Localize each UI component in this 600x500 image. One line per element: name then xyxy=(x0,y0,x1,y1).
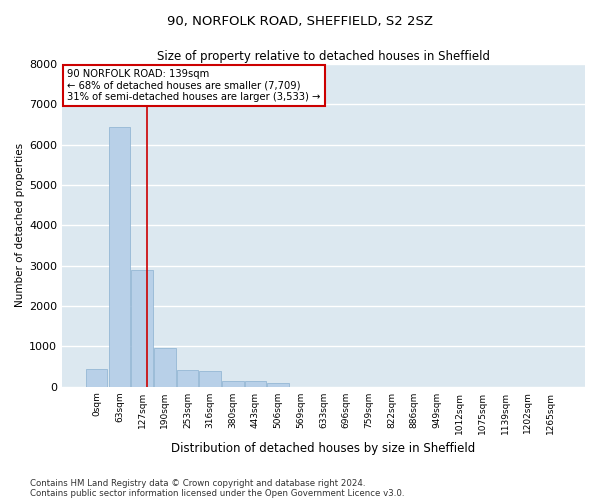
Text: Contains public sector information licensed under the Open Government Licence v3: Contains public sector information licen… xyxy=(30,488,404,498)
Bar xyxy=(199,371,221,386)
Bar xyxy=(176,370,198,386)
Title: Size of property relative to detached houses in Sheffield: Size of property relative to detached ho… xyxy=(157,50,490,63)
Text: Contains HM Land Registry data © Crown copyright and database right 2024.: Contains HM Land Registry data © Crown c… xyxy=(30,478,365,488)
Bar xyxy=(222,380,244,386)
Bar xyxy=(131,270,153,386)
Bar xyxy=(109,126,130,386)
Bar xyxy=(154,348,176,387)
Bar xyxy=(268,384,289,386)
Bar xyxy=(86,370,107,386)
Text: 90 NORFOLK ROAD: 139sqm
← 68% of detached houses are smaller (7,709)
31% of semi: 90 NORFOLK ROAD: 139sqm ← 68% of detache… xyxy=(67,69,321,102)
X-axis label: Distribution of detached houses by size in Sheffield: Distribution of detached houses by size … xyxy=(172,442,476,455)
Text: 90, NORFOLK ROAD, SHEFFIELD, S2 2SZ: 90, NORFOLK ROAD, SHEFFIELD, S2 2SZ xyxy=(167,15,433,28)
Y-axis label: Number of detached properties: Number of detached properties xyxy=(15,144,25,308)
Bar xyxy=(245,382,266,386)
